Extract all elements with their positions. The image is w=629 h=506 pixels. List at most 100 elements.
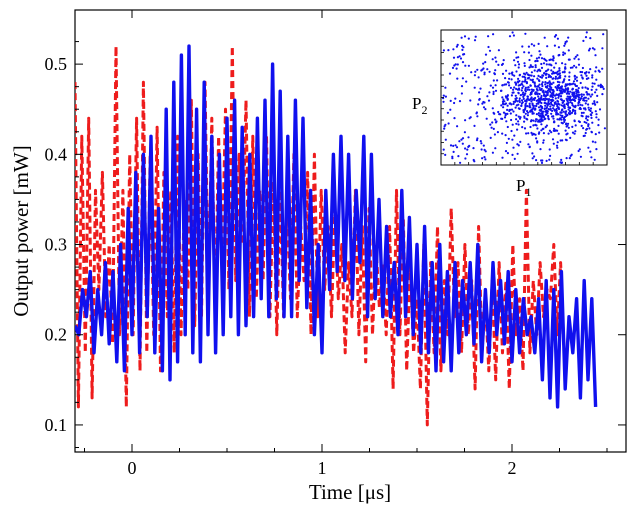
inset-point	[563, 44, 566, 47]
inset-point	[547, 99, 550, 102]
inset-point	[538, 131, 541, 134]
inset-point	[512, 102, 515, 105]
inset-point	[516, 100, 519, 103]
inset-point	[552, 90, 555, 94]
inset-point	[558, 103, 561, 106]
inset-point	[501, 84, 504, 87]
inset-point	[563, 78, 566, 81]
inset-point	[545, 86, 549, 89]
inset-point	[586, 92, 589, 95]
inset-point	[518, 73, 522, 76]
inset-point	[515, 118, 518, 121]
inset-point	[453, 64, 456, 67]
inset-point	[550, 83, 553, 86]
inset-point	[555, 144, 559, 147]
inset-point	[564, 138, 568, 141]
inset-point	[581, 77, 584, 80]
inset-point	[552, 129, 555, 132]
inset-point	[532, 107, 535, 110]
inset-point	[452, 144, 455, 147]
inset-point	[577, 87, 580, 90]
inset-point	[587, 103, 590, 106]
inset-point	[452, 48, 455, 51]
inset-point	[552, 55, 555, 58]
inset-point	[460, 138, 463, 141]
inset-point	[465, 80, 468, 83]
inset-point	[595, 116, 598, 119]
inset-point	[582, 39, 585, 43]
inset-point	[544, 70, 547, 73]
inset-point	[594, 141, 597, 144]
inset-point	[453, 117, 456, 120]
inset-point	[528, 104, 531, 107]
inset-point	[518, 117, 522, 120]
inset-point	[537, 114, 541, 117]
inset-point	[525, 117, 528, 120]
inset-point	[558, 75, 561, 78]
inset-point	[567, 108, 570, 111]
inset-point	[517, 77, 520, 80]
inset-point	[552, 77, 555, 80]
inset-point	[528, 102, 531, 105]
inset-point	[562, 110, 565, 113]
inset-point	[561, 114, 564, 117]
inset-point	[509, 112, 512, 115]
inset-point	[531, 152, 534, 155]
inset-point	[557, 73, 560, 76]
inset-point	[575, 66, 578, 69]
inset-point	[537, 68, 540, 72]
inset-point	[461, 48, 464, 52]
inset-point	[587, 115, 590, 118]
inset-point	[574, 112, 577, 115]
inset-point	[454, 144, 457, 147]
inset-point	[504, 114, 507, 117]
inset-point	[521, 126, 524, 129]
inset-point	[466, 148, 469, 151]
inset-point	[536, 59, 539, 63]
inset-point	[531, 110, 534, 113]
inset-point	[585, 74, 588, 77]
inset-point	[491, 86, 495, 89]
inset-point	[539, 53, 542, 56]
inset-point	[584, 102, 587, 105]
inset-point	[452, 150, 455, 153]
inset-point	[534, 60, 537, 63]
inset-point	[599, 84, 602, 88]
y-axis-label: Output power [mW]	[9, 145, 33, 316]
inset-point	[497, 49, 500, 52]
y-tick-label: 0.1	[45, 415, 68, 435]
inset-point	[463, 53, 466, 56]
inset-point	[513, 74, 516, 77]
inset-point	[484, 158, 487, 161]
inset-point	[486, 68, 489, 71]
inset-point	[510, 129, 513, 133]
inset-point	[522, 111, 525, 114]
inset-point	[549, 91, 552, 94]
inset-point	[540, 101, 543, 105]
inset-point	[558, 69, 561, 72]
inset-point	[578, 93, 581, 96]
inset-point	[501, 132, 504, 135]
inset-point	[540, 66, 544, 69]
inset-point	[595, 113, 598, 116]
inset-point	[591, 102, 594, 105]
inset-point	[459, 57, 463, 60]
inset-point	[447, 49, 450, 52]
inset-point	[542, 127, 545, 130]
inset-point	[491, 151, 494, 154]
inset-point	[567, 122, 570, 125]
inset-point	[551, 138, 555, 141]
inset-point	[568, 71, 571, 74]
inset-point	[494, 56, 497, 59]
inset-point	[544, 83, 547, 86]
inset-point	[556, 146, 559, 149]
inset-point	[474, 35, 477, 38]
inset-point	[580, 111, 584, 114]
inset-point	[562, 51, 565, 54]
inset-point	[575, 90, 578, 93]
inset-point	[537, 102, 540, 105]
inset-point	[585, 121, 588, 124]
inset-point	[553, 66, 556, 69]
inset-point	[580, 124, 583, 127]
inset-point	[442, 148, 445, 151]
